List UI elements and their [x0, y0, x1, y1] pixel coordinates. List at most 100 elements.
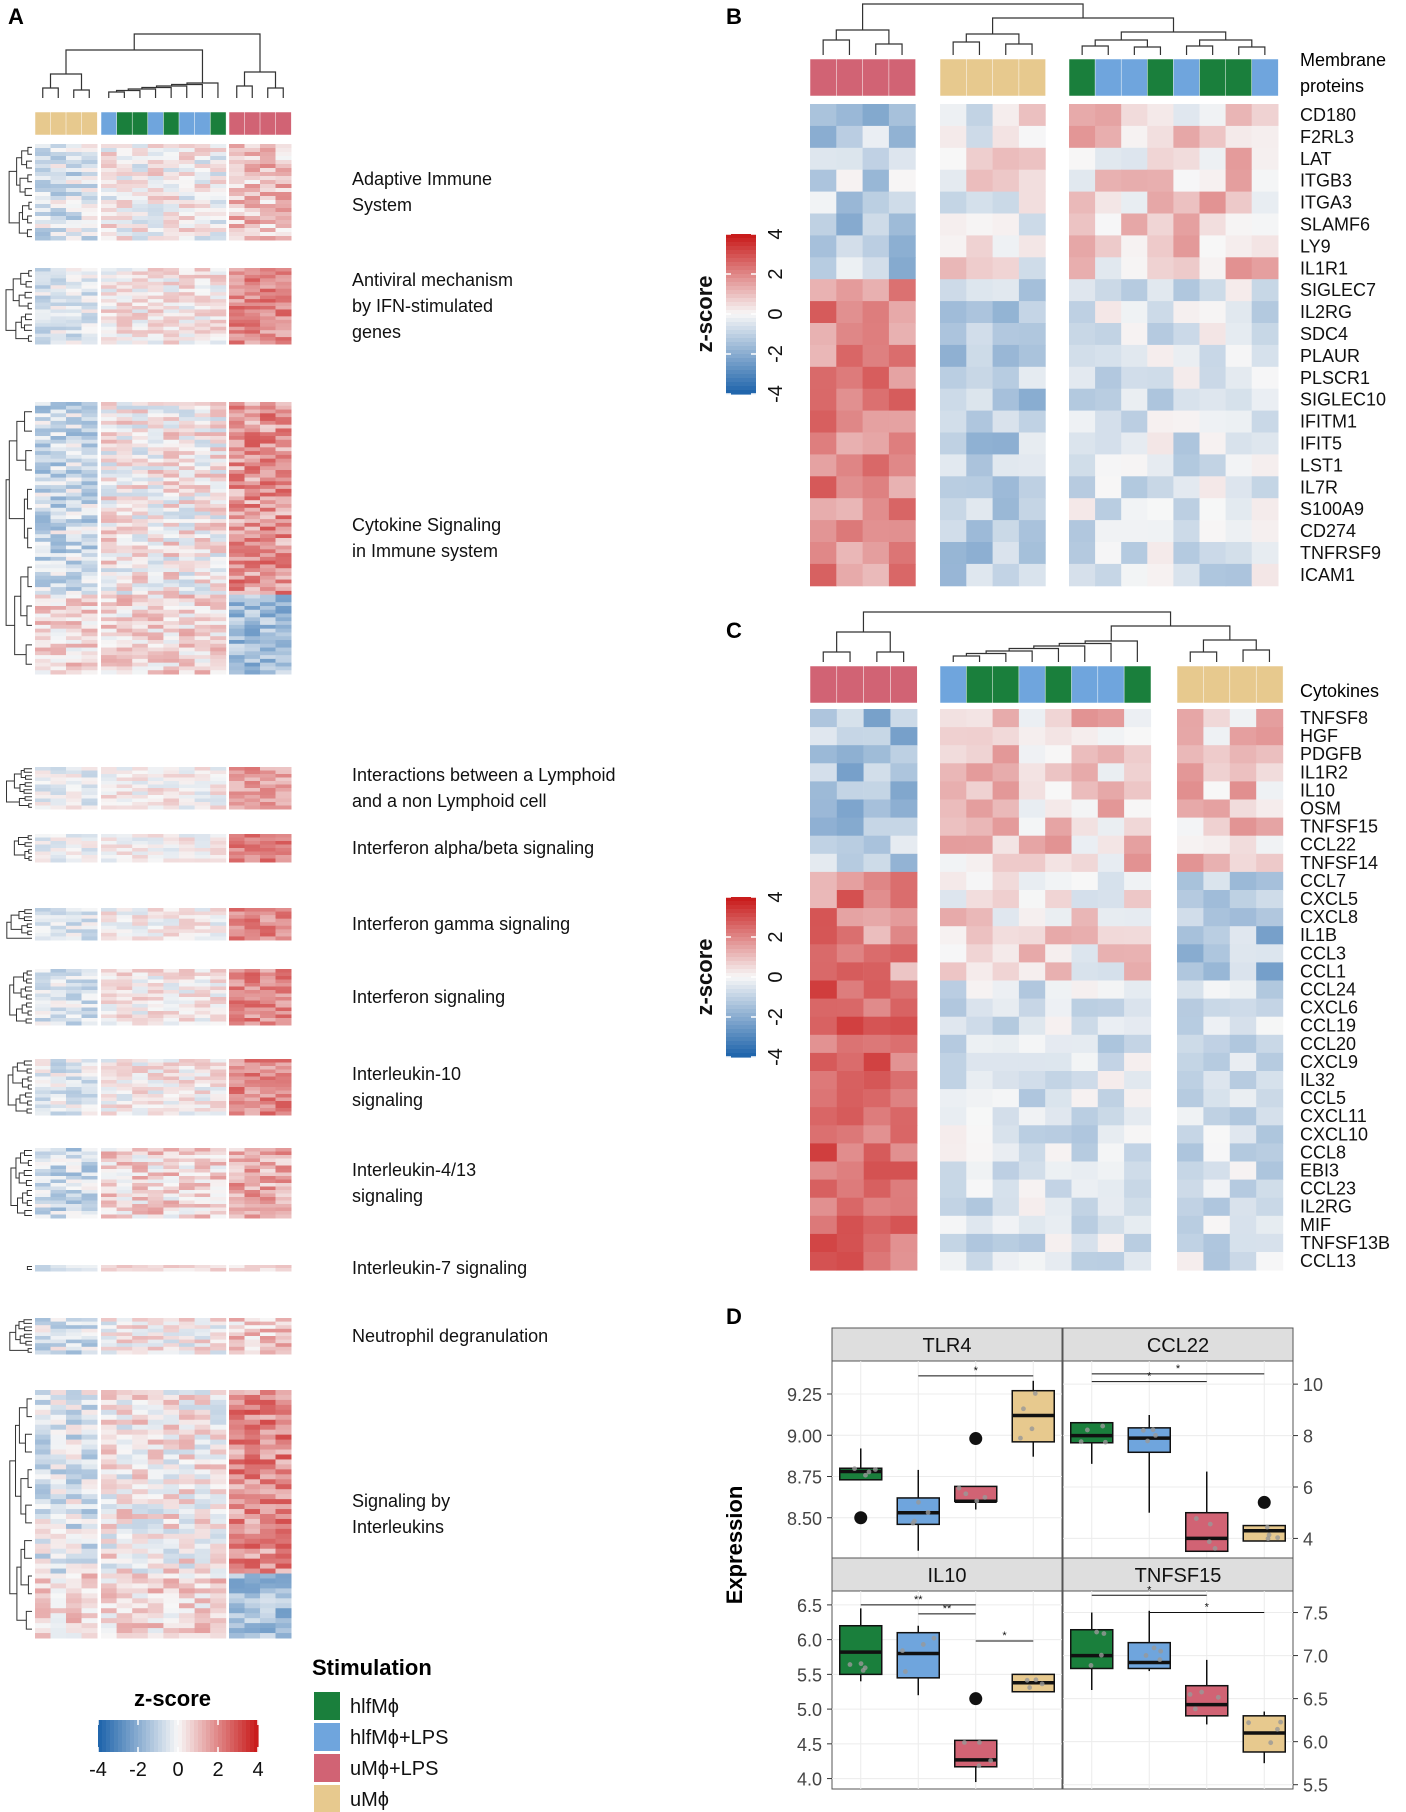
panel-a-heatmap-cell [229, 993, 245, 998]
panel-b-heatmap-cell [966, 279, 994, 302]
zscore-gradient-step [726, 286, 756, 291]
panel-b-heatmap-cell [1018, 476, 1046, 499]
panel-a-heatmap-cell [229, 556, 245, 562]
panel-a-heatmap-cell [275, 323, 292, 328]
panel-a-heatmap-cell [50, 651, 67, 656]
panel-a-heatmap-cell [132, 545, 149, 550]
panel-a-heatmap-cell [260, 918, 276, 923]
panel-a-heatmap-cell [163, 621, 180, 626]
panel-a-heatmap-cell [163, 1018, 180, 1022]
panel-a-heatmap-cell [194, 568, 211, 573]
panel-c-heatmap-cell [1177, 727, 1204, 746]
panel-b-heatmap-cell [966, 147, 994, 171]
panel-a-heatmap-cell [260, 319, 276, 324]
panel-a-heatmap-cell [179, 767, 195, 771]
panel-a-heatmap-cell [229, 212, 245, 217]
panel-a-heatmap-cell [244, 184, 261, 189]
panel-a-heatmap-cell [260, 770, 276, 775]
zscore-gradient-step [726, 949, 756, 954]
panel-a-heatmap-cell [163, 1613, 180, 1619]
panel-c-heatmap-cell [836, 763, 864, 782]
panel-a-heatmap-cell [275, 228, 292, 233]
panel-a-heatmap-cell [194, 976, 211, 980]
panel-b-heatmap-cell [1147, 520, 1175, 543]
panel-a-heatmap-cell [50, 337, 67, 342]
panel-a-heatmap-cell [260, 1204, 276, 1208]
panel-a-heatmap-cell [244, 1148, 261, 1152]
panel-b-heatmap-cell [1069, 432, 1096, 455]
panel-a-heatmap-cell [101, 795, 117, 799]
panel-a-heatmap-cell [244, 477, 261, 482]
panel-a-heatmap-cell [101, 285, 117, 290]
panel-a-heatmap-cell [244, 470, 261, 475]
panel-a-heatmap-cell [275, 281, 292, 286]
panel-a-heatmap-cell [132, 541, 149, 547]
panel-a-heatmap-cell [35, 1390, 51, 1396]
panel-a-heatmap-cell [275, 1449, 292, 1455]
panel-c-heatmap-cell [1203, 727, 1231, 746]
panel-a-heatmap-cell [101, 969, 117, 973]
a-row-dendro-link [22, 205, 29, 220]
panel-a-heatmap-cell [210, 1204, 227, 1208]
panel-b-heatmap-cell [810, 563, 837, 587]
panel-a-heatmap-cell [50, 915, 67, 920]
panel-a-heatmap-cell [210, 1509, 227, 1515]
panel-a-heatmap-cell [210, 1265, 227, 1269]
panel-a-heatmap-cell [194, 172, 211, 177]
panel-a-heatmap-cell [244, 1011, 261, 1015]
panel-a-heatmap-cell [66, 1518, 82, 1525]
panel-a-heatmap-cell [229, 834, 245, 838]
panel-a-heatmap-cell [50, 976, 67, 980]
panel-a-heatmap-cell [210, 278, 227, 283]
panel-b-heatmap-cell [1225, 235, 1253, 258]
panel-b-heatmap-cell [940, 169, 967, 193]
panel-a-heatmap-cell [163, 1000, 180, 1005]
panel-a-heatmap-cell [194, 1336, 211, 1341]
panel-a-heatmap-cell [275, 1197, 292, 1201]
panel-a-heatmap-cell [35, 1014, 51, 1019]
a-dendro-link [133, 33, 261, 72]
panel-a-heatmap-cell [35, 805, 51, 810]
panel-a-heatmap-cell [179, 477, 195, 482]
panel-a-heatmap-cell [210, 292, 227, 297]
panel-a-heatmap-cell [66, 481, 82, 486]
panel-a-heatmap-cell [260, 1608, 276, 1614]
panel-a-heatmap-cell [66, 1499, 82, 1505]
panel-a-heatmap-cell [50, 220, 67, 225]
panel-b-heatmap-cell [1018, 125, 1046, 149]
panel-a-heatmap-cell [163, 309, 180, 314]
c-dendro-link [1189, 651, 1218, 662]
panel-a-heatmap-cell [194, 192, 211, 197]
panel-a-heatmap-cell [81, 208, 98, 213]
panel-a-heatmap-cell [66, 148, 82, 153]
panel-a-heatmap-cell [210, 511, 227, 516]
panel-a-heatmap-cell [81, 1538, 98, 1545]
panel-a-heatmap-cell [147, 798, 164, 803]
panel-b-heatmap-cell [1018, 257, 1046, 280]
panel-a-heatmap-cell [101, 990, 117, 994]
panel-a-heatmap-cell [81, 1004, 98, 1008]
panel-b-heatmap-cell [1121, 279, 1148, 302]
panel-a-heatmap-cell [101, 466, 117, 471]
panel-a-heatmap-cell [260, 333, 276, 338]
zscore-gradient-step [726, 989, 756, 994]
panel-a-heatmap-cell [116, 670, 133, 675]
panel-a-heatmap-cell [163, 1172, 180, 1177]
panel-a-heatmap-cell [101, 1183, 117, 1187]
panel-b-annotation-cell [1199, 58, 1227, 97]
panel-a-heatmap-cell [229, 1165, 245, 1170]
panel-a-heatmap-cell [194, 1059, 211, 1063]
panel-a-heatmap-cell [147, 1528, 164, 1535]
panel-a-heatmap-cell [101, 428, 117, 433]
panel-a-heatmap-cell [147, 164, 164, 169]
panel-a-heatmap-cell [50, 192, 67, 197]
panel-a-heatmap-cell [50, 477, 67, 482]
panel-a-heatmap-cell [194, 485, 211, 490]
panel-c-heatmap-cell [1256, 727, 1284, 746]
panel-a-heatmap-cell [275, 922, 292, 927]
panel-a-heatmap-cell [194, 805, 211, 810]
panel-a-heatmap-cell [66, 1573, 82, 1579]
panel-a-heatmap-cell [101, 200, 117, 205]
panel-a-heatmap-cell [101, 774, 117, 778]
panel-b-heatmap-cell [888, 213, 916, 236]
